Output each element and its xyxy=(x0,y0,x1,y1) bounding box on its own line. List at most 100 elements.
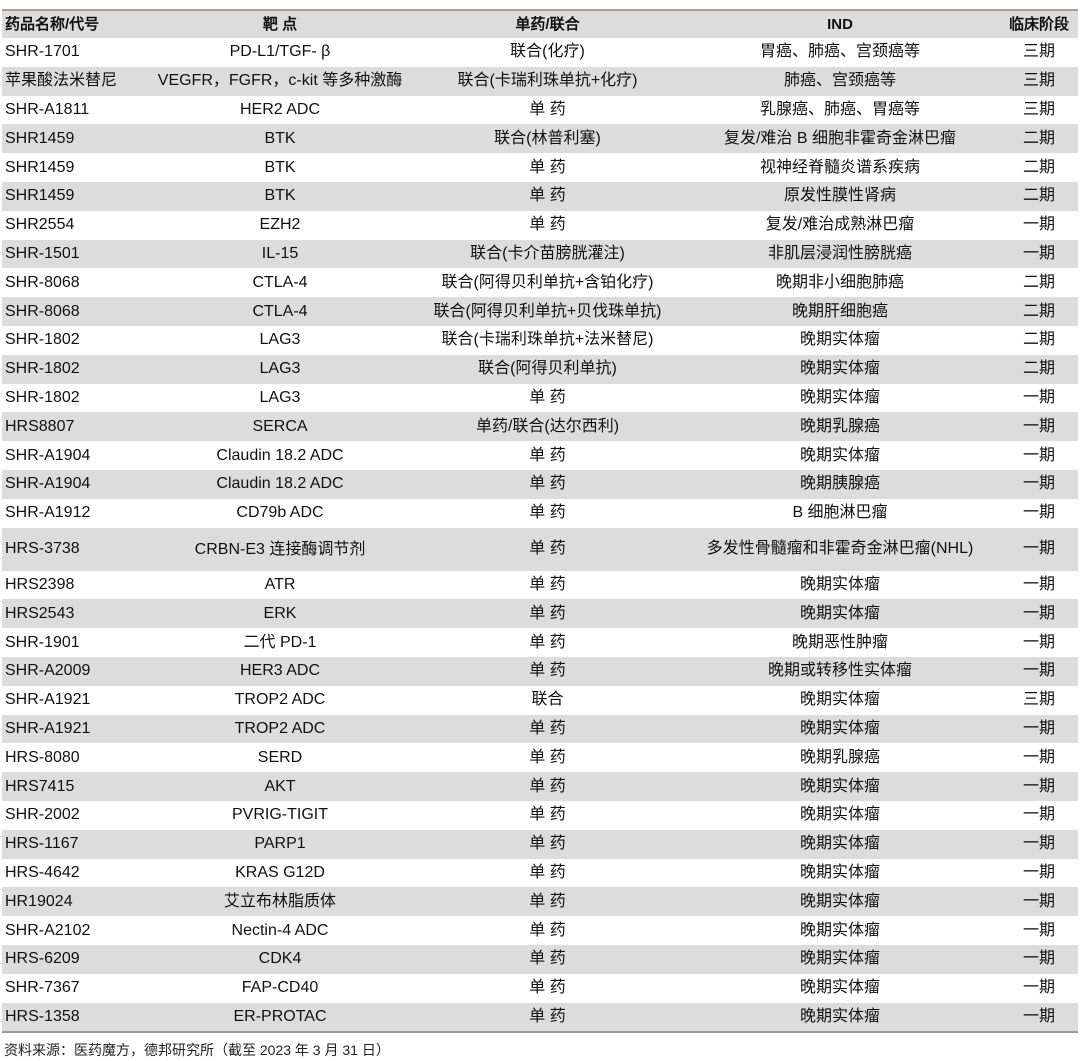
cell-drug-name: SHR-8068 xyxy=(2,268,145,298)
cell-clinical-stage: 一期 xyxy=(1000,383,1078,413)
table-row: HRS-1167 PARP1 单 药晚期实体瘤 一期 xyxy=(2,829,1078,859)
cell-ind: 晚期实体瘤 xyxy=(680,570,1000,600)
cell-target: SERD xyxy=(145,743,415,773)
cell-mono-combo: 联合(化疗) xyxy=(415,38,680,67)
cell-mono-combo: 单 药 xyxy=(415,743,680,773)
table-row: HRS-1358 ER-PROTAC 单 药晚期实体瘤 一期 xyxy=(2,1002,1078,1033)
cell-drug-name: SHR-1802 xyxy=(2,383,145,413)
cell-target: Claudin 18.2 ADC xyxy=(145,441,415,470)
table-row: SHR-1802 LAG3 联合(阿得贝利单抗) 晚期实体瘤 二期 xyxy=(2,354,1078,384)
cell-mono-combo: 单 药 xyxy=(415,858,680,888)
cell-clinical-stage: 一期 xyxy=(1000,599,1078,629)
cell-drug-name: HRS-1167 xyxy=(2,829,145,859)
cell-clinical-stage: 一期 xyxy=(1000,714,1078,744)
cell-drug-name: HRS2543 xyxy=(2,599,145,629)
cell-clinical-stage: 一期 xyxy=(1000,210,1078,240)
cell-drug-name: SHR-A1921 xyxy=(2,685,145,715)
cell-clinical-stage: 三期 xyxy=(1000,38,1078,67)
cell-mono-combo: 联合(卡瑞利珠单抗+法米替尼) xyxy=(415,325,680,355)
cell-drug-name: SHR-1901 xyxy=(2,628,145,657)
table-row: HRS8807 SERCA 单药/联合(达尔西利) 晚期乳腺癌 一期 xyxy=(2,412,1078,442)
cell-ind: 晚期实体瘤 xyxy=(680,441,1000,470)
table-row: HRS-3738 CRBN-E3 连接酶调节剂单 药多发性骨髓瘤和非霍奇金淋巴瘤(… xyxy=(2,527,1078,571)
cell-drug-name: SHR-A1921 xyxy=(2,714,145,744)
cell-target: PVRIG-TIGIT xyxy=(145,800,415,830)
table-row: SHR-1901 二代 PD-1 单 药晚期恶性肿瘤 一期 xyxy=(2,628,1078,657)
table-row: 苹果酸法米替尼 VEGFR，FGFR，c-kit 等多种激酶 联合(卡瑞利珠单抗+化… xyxy=(2,66,1078,96)
table-row: SHR-A2102 Nectin-4 ADC 单 药晚期实体瘤 一期 xyxy=(2,916,1078,945)
cell-mono-combo: 单 药 xyxy=(415,469,680,499)
cell-ind: 晚期恶性肿瘤 xyxy=(680,628,1000,657)
table-row: SHR-A1904 Claudin 18.2 ADC 单 药晚期胰腺癌 一期 xyxy=(2,469,1078,499)
cell-clinical-stage: 二期 xyxy=(1000,268,1078,298)
table-row: SHR-1802 LAG3 单 药晚期实体瘤 一期 xyxy=(2,383,1078,413)
cell-ind: 晚期或转移性实体瘤 xyxy=(680,656,1000,686)
cell-drug-name: SHR-1501 xyxy=(2,239,145,269)
header-target: 靶 点 xyxy=(145,10,415,38)
cell-target: EZH2 xyxy=(145,210,415,240)
cell-mono-combo: 单 药 xyxy=(415,714,680,744)
cell-mono-combo: 单 药 xyxy=(415,973,680,1003)
table-row: SHR-8068 CTLA-4 联合(阿得贝利单抗+含铂化疗) 晚期非小细胞肺癌 二期 xyxy=(2,268,1078,298)
cell-ind: 晚期实体瘤 xyxy=(680,916,1000,945)
cell-mono-combo: 单 药 xyxy=(415,656,680,686)
table-row: HRS-8080 SERD 单 药晚期乳腺癌 一期 xyxy=(2,743,1078,773)
cell-ind: 晚期实体瘤 xyxy=(680,973,1000,1003)
cell-target: AKT xyxy=(145,772,415,801)
table-row: SHR-A1921 TROP2 ADC 单 药晚期实体瘤 一期 xyxy=(2,714,1078,744)
cell-clinical-stage: 一期 xyxy=(1000,498,1078,528)
cell-drug-name: HRS-4642 xyxy=(2,858,145,888)
cell-mono-combo: 单 药 xyxy=(415,153,680,182)
cell-mono-combo: 单 药 xyxy=(415,441,680,470)
cell-drug-name: SHR-1802 xyxy=(2,354,145,384)
cell-mono-combo: 单 药 xyxy=(415,829,680,859)
cell-mono-combo: 联合 xyxy=(415,685,680,715)
cell-clinical-stage: 二期 xyxy=(1000,354,1078,384)
cell-ind: 原发性膜性肾病 xyxy=(680,181,1000,211)
cell-target: PARP1 xyxy=(145,829,415,859)
cell-mono-combo: 单 药 xyxy=(415,1002,680,1033)
cell-clinical-stage: 一期 xyxy=(1000,772,1078,801)
table-row: SHR1459 BTK 联合(林普利塞) 复发/难治 B 细胞非霍奇金淋巴瘤 二期 xyxy=(2,124,1078,154)
table-row: HRS2543 ERK 单 药晚期实体瘤 一期 xyxy=(2,599,1078,629)
cell-target: ERK xyxy=(145,599,415,629)
table-row: SHR-1501 IL-15 联合(卡介苗膀胱灌注) 非肌层浸润性膀胱癌 一期 xyxy=(2,239,1078,269)
cell-clinical-stage: 二期 xyxy=(1000,124,1078,154)
cell-drug-name: HR19024 xyxy=(2,887,145,917)
cell-mono-combo: 单 药 xyxy=(415,527,680,571)
cell-ind: 晚期实体瘤 xyxy=(680,800,1000,830)
cell-ind: 非肌层浸润性膀胱癌 xyxy=(680,239,1000,269)
cell-ind: 晚期实体瘤 xyxy=(680,887,1000,917)
cell-drug-name: SHR-8068 xyxy=(2,297,145,326)
cell-clinical-stage: 一期 xyxy=(1000,800,1078,830)
cell-drug-name: SHR-A2009 xyxy=(2,656,145,686)
header-row: 药品名称/代号 靶 点 单药/联合 IND 临床阶段 xyxy=(2,10,1078,38)
cell-clinical-stage: 一期 xyxy=(1000,973,1078,1003)
cell-drug-name: SHR-1701 xyxy=(2,38,145,67)
cell-ind: 多发性骨髓瘤和非霍奇金淋巴瘤(NHL) xyxy=(680,527,1000,571)
cell-mono-combo: 单 药 xyxy=(415,887,680,917)
cell-target: TROP2 ADC xyxy=(145,685,415,715)
cell-target: FAP-CD40 xyxy=(145,973,415,1003)
cell-ind: 视神经脊髓炎谱系疾病 xyxy=(680,153,1000,182)
cell-mono-combo: 联合(卡介苗膀胱灌注) xyxy=(415,239,680,269)
cell-ind: 晚期乳腺癌 xyxy=(680,412,1000,442)
cell-drug-name: HRS7415 xyxy=(2,772,145,801)
table-row: SHR-A1811 HER2 ADC 单 药乳腺癌、肺癌、胃癌等 三期 xyxy=(2,95,1078,125)
table-row: SHR2554 EZH2 单 药复发/难治成熟淋巴瘤 一期 xyxy=(2,210,1078,240)
cell-mono-combo: 单 药 xyxy=(415,800,680,830)
table-row: HRS-6209 CDK4 单 药晚期实体瘤 一期 xyxy=(2,944,1078,974)
cell-target: LAG3 xyxy=(145,325,415,355)
table-row: HRS-4642 KRAS G12D 单 药晚期实体瘤 一期 xyxy=(2,858,1078,888)
cell-drug-name: SHR2554 xyxy=(2,210,145,240)
cell-clinical-stage: 一期 xyxy=(1000,441,1078,470)
cell-target: BTK xyxy=(145,124,415,154)
cell-ind: 晚期实体瘤 xyxy=(680,685,1000,715)
cell-drug-name: HRS-3738 xyxy=(2,527,145,571)
table-row: HRS7415 AKT 单 药晚期实体瘤 一期 xyxy=(2,772,1078,801)
cell-drug-name: SHR1459 xyxy=(2,153,145,182)
cell-target: BTK xyxy=(145,153,415,182)
cell-clinical-stage: 一期 xyxy=(1000,656,1078,686)
cell-ind: 晚期实体瘤 xyxy=(680,858,1000,888)
cell-target: TROP2 ADC xyxy=(145,714,415,744)
